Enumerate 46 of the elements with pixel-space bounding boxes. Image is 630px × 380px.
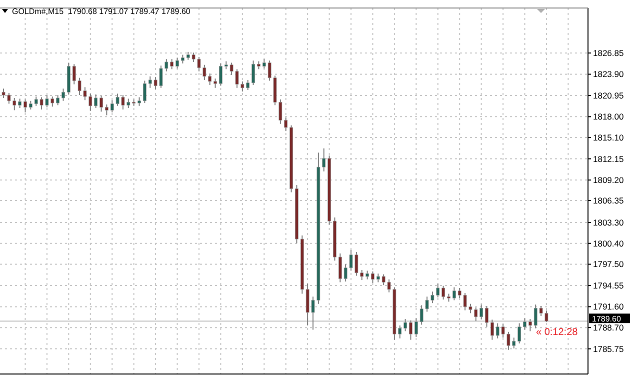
candlestick <box>442 285 446 300</box>
annotation: « 0:12:28 <box>536 327 578 338</box>
y-tick-label: 1791.60 <box>593 302 624 312</box>
candlestick <box>100 95 103 112</box>
candlestick <box>214 78 217 88</box>
chart-title: GOLDm#,M15 1790.68 1791.07 1789.47 1789.60 <box>12 7 191 16</box>
candlestick <box>528 318 532 332</box>
candlestick <box>219 62 222 86</box>
candlestick <box>252 60 255 86</box>
candlestick <box>485 305 488 328</box>
y-tick-label: 1800.40 <box>593 238 624 248</box>
y-tick-label: 1803.30 <box>593 217 624 228</box>
y-tick-label: 1785.75 <box>593 344 624 354</box>
y-tick-label: 1797.50 <box>593 259 624 270</box>
y-tick-label: 1806.35 <box>593 196 624 206</box>
y-tick-label: 1826.85 <box>593 48 624 58</box>
candlestick <box>104 104 108 116</box>
y-tick-label: 1794.55 <box>593 280 624 290</box>
candlestick <box>24 98 27 113</box>
ref-line-label: 1789.60 <box>592 314 622 324</box>
candlestick <box>338 252 342 283</box>
candlestick <box>404 318 407 332</box>
candlestick <box>94 94 98 109</box>
candlestick <box>452 286 456 301</box>
y-tick-label: 1823.90 <box>593 69 624 80</box>
candlestick <box>246 79 250 91</box>
candlestick <box>409 320 412 340</box>
candlestick <box>18 98 22 109</box>
y-tick-label: 1815.10 <box>593 132 624 143</box>
candlestick <box>56 94 60 106</box>
y-tick-label: 1812.15 <box>593 154 624 164</box>
candlestick <box>371 270 374 284</box>
candlestick <box>142 80 146 104</box>
y-tick-label: 1809.20 <box>593 175 624 185</box>
candlestick <box>490 319 494 340</box>
candlestick <box>414 318 418 338</box>
candlestick <box>523 318 526 330</box>
y-tick-label: 1820.95 <box>593 90 624 100</box>
candlestick <box>208 73 212 86</box>
candlestick <box>480 304 484 320</box>
candlestick <box>518 322 522 344</box>
y-tick-label: 1818.00 <box>593 112 624 122</box>
candlestick <box>176 57 179 69</box>
y-tick-label: 1788.70 <box>593 322 624 333</box>
candlestick <box>62 88 65 102</box>
candlestick <box>170 58 174 70</box>
